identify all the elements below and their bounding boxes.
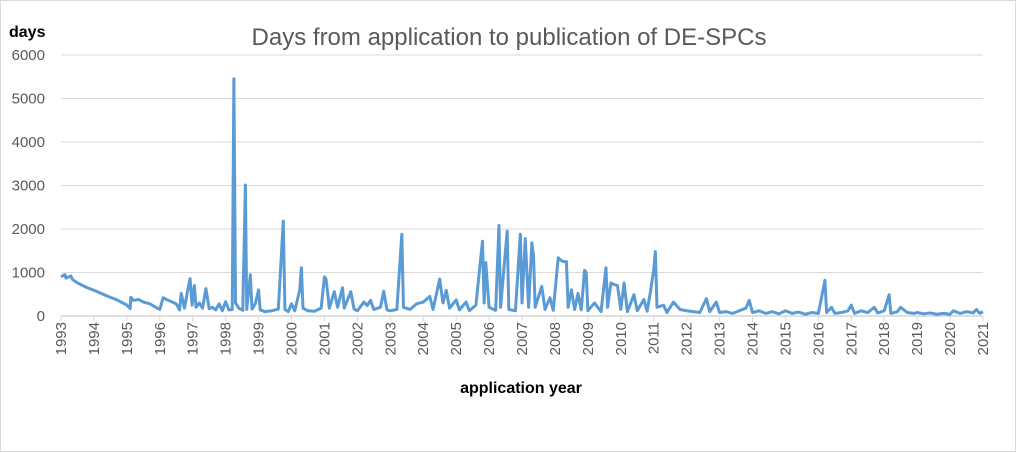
x-tick-label: 2017 <box>843 322 860 355</box>
y-tick-label: 4000 <box>12 134 45 151</box>
x-tick-labels: 1993 1994 1995 1996 1997 1998 1999 2000 2001 2002… <box>53 316 992 355</box>
y-axis-label: days <box>9 24 46 41</box>
x-tick-label: 2006 <box>481 322 498 355</box>
y-tick-labels: 0 1000 2000 3000 4000 5000 6000 <box>12 47 45 325</box>
x-tick-label: 2005 <box>448 322 465 355</box>
x-axis-label: application year <box>460 380 582 397</box>
x-tick-label: 2008 <box>547 322 564 355</box>
series-line-0 <box>60 77 984 316</box>
x-tick-label: 1994 <box>86 322 103 355</box>
x-tick-label: 2002 <box>349 322 366 355</box>
y-tick-label: 3000 <box>12 178 45 195</box>
x-tick-label: 2019 <box>909 322 926 355</box>
x-tick-label: 2011 <box>646 322 663 354</box>
x-tick-label: 2004 <box>415 322 432 355</box>
x-tick-label: 1995 <box>119 322 136 355</box>
x-tick-label: 2000 <box>284 322 301 355</box>
gridlines <box>61 54 983 317</box>
x-tick-label: 2021 <box>975 322 992 355</box>
x-tick-label: 2018 <box>876 322 893 355</box>
x-tick-label: 2010 <box>613 322 630 355</box>
y-tick-label: 6000 <box>12 47 45 64</box>
x-tick-label: 2001 <box>316 322 333 355</box>
x-tick-label: 2009 <box>580 322 597 355</box>
x-tick-label: 2015 <box>777 322 794 355</box>
x-tick-label: 1998 <box>218 322 235 355</box>
x-tick-label: 2014 <box>745 322 762 355</box>
y-tick-label: 2000 <box>12 221 45 238</box>
x-tick-label: 2013 <box>712 322 729 355</box>
y-tick-label: 5000 <box>12 91 45 108</box>
x-tick-label: 2007 <box>514 322 531 355</box>
x-tick-label: 2012 <box>679 322 696 355</box>
x-tick-label: 2003 <box>382 322 399 355</box>
chart-title: Days from application to publication of … <box>252 24 767 51</box>
x-tick-label: 2016 <box>810 322 827 355</box>
x-tick-label: 1993 <box>53 322 70 355</box>
x-tick-label: 1996 <box>152 322 169 355</box>
x-tick-label: 1997 <box>185 322 202 355</box>
y-tick-label: 1000 <box>12 265 45 282</box>
series-layer <box>60 77 984 316</box>
y-tick-label: 0 <box>37 308 45 325</box>
x-tick-label: 1999 <box>251 322 268 355</box>
x-tick-label: 2020 <box>942 322 959 355</box>
